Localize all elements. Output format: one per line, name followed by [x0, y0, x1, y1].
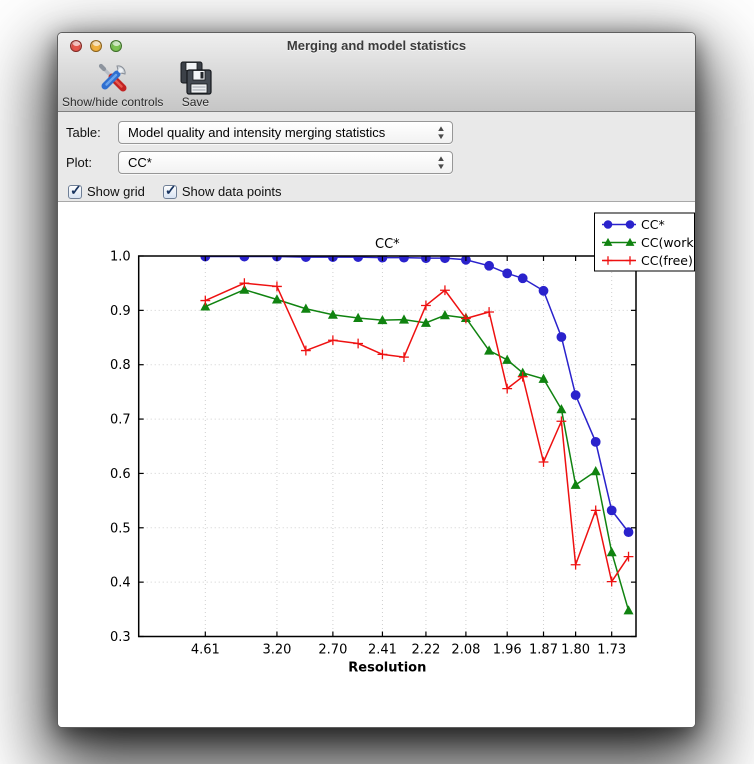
show-grid-label: Show grid: [87, 184, 145, 199]
save-button[interactable]: Save: [177, 60, 213, 109]
toolbar: Show/hide controls: [58, 59, 695, 111]
svg-text:2.22: 2.22: [411, 643, 440, 658]
plot-canvas: 4.61 3.20 2.70 2.41 2.22 2.08 1.96 1.87 1.80 1.73…: [58, 202, 696, 727]
legend: CC* CC(work) CC(free): [594, 212, 696, 272]
show-data-points-label: Show data points: [181, 184, 282, 199]
checkbox-icon: ✓: [162, 181, 177, 199]
svg-text:0.3: 0.3: [110, 630, 131, 645]
show-data-points-checkbox[interactable]: ✓ Show data points: [162, 181, 282, 199]
table-label: Table:: [66, 125, 101, 140]
svg-text:1.96: 1.96: [493, 643, 522, 658]
svg-text:1.87: 1.87: [529, 643, 558, 658]
stepper-arrows-icon: ▲ ▼: [436, 154, 446, 171]
zoom-button[interactable]: [110, 40, 122, 52]
svg-text:2.41: 2.41: [368, 643, 397, 658]
chart-svg: 4.61 3.20 2.70 2.41 2.22 2.08 1.96 1.87 1.80 1.73…: [110, 212, 696, 676]
save-icon: [177, 60, 213, 96]
show-grid-checkbox[interactable]: ✓ Show grid: [68, 181, 145, 199]
svg-text:1.80: 1.80: [561, 643, 590, 658]
checkbox-icon: ✓: [68, 181, 82, 199]
window-chrome: Merging and model statistics: [58, 33, 695, 112]
svg-text:2.70: 2.70: [318, 643, 347, 658]
plot-label: Plot:: [66, 155, 93, 170]
svg-text:CC(free): CC(free): [641, 253, 693, 268]
svg-text:CC(work): CC(work): [641, 235, 696, 250]
toolbar-button-label: Show/hide controls: [62, 95, 164, 109]
svg-text:CC*: CC*: [375, 237, 400, 252]
close-button[interactable]: [70, 40, 82, 52]
svg-text:1.0: 1.0: [110, 250, 131, 265]
svg-text:0.4: 0.4: [110, 576, 131, 591]
svg-text:0.7: 0.7: [110, 413, 131, 428]
svg-text:Resolution: Resolution: [348, 661, 426, 676]
show-hide-controls-button[interactable]: Show/hide controls: [62, 60, 163, 109]
table-dropdown[interactable]: Model quality and intensity merging stat…: [118, 121, 453, 144]
traffic-lights: [70, 40, 122, 52]
svg-text:2.08: 2.08: [451, 643, 480, 658]
svg-text:4.61: 4.61: [191, 643, 220, 658]
plot-dropdown[interactable]: CC* ▲ ▼: [118, 151, 453, 174]
app-window: Merging and model statistics: [57, 32, 696, 728]
tools-icon: [95, 60, 131, 96]
window-title: Merging and model statistics: [286, 38, 467, 53]
svg-text:0.5: 0.5: [110, 521, 131, 536]
svg-text:1.73: 1.73: [597, 643, 626, 658]
titlebar[interactable]: Merging and model statistics: [58, 33, 695, 59]
minimize-button[interactable]: [90, 40, 102, 52]
controls-panel: Table: Model quality and intensity mergi…: [58, 112, 695, 202]
stepper-arrows-icon: ▲ ▼: [436, 124, 446, 141]
svg-text:3.20: 3.20: [262, 643, 291, 658]
toolbar-button-label: Save: [181, 95, 210, 109]
svg-text:CC*: CC*: [641, 217, 665, 232]
svg-text:0.8: 0.8: [110, 358, 131, 373]
plot-dropdown-value: CC*: [128, 155, 152, 170]
svg-text:0.6: 0.6: [110, 467, 131, 482]
svg-text:0.9: 0.9: [110, 304, 131, 319]
table-dropdown-value: Model quality and intensity merging stat…: [128, 125, 386, 140]
